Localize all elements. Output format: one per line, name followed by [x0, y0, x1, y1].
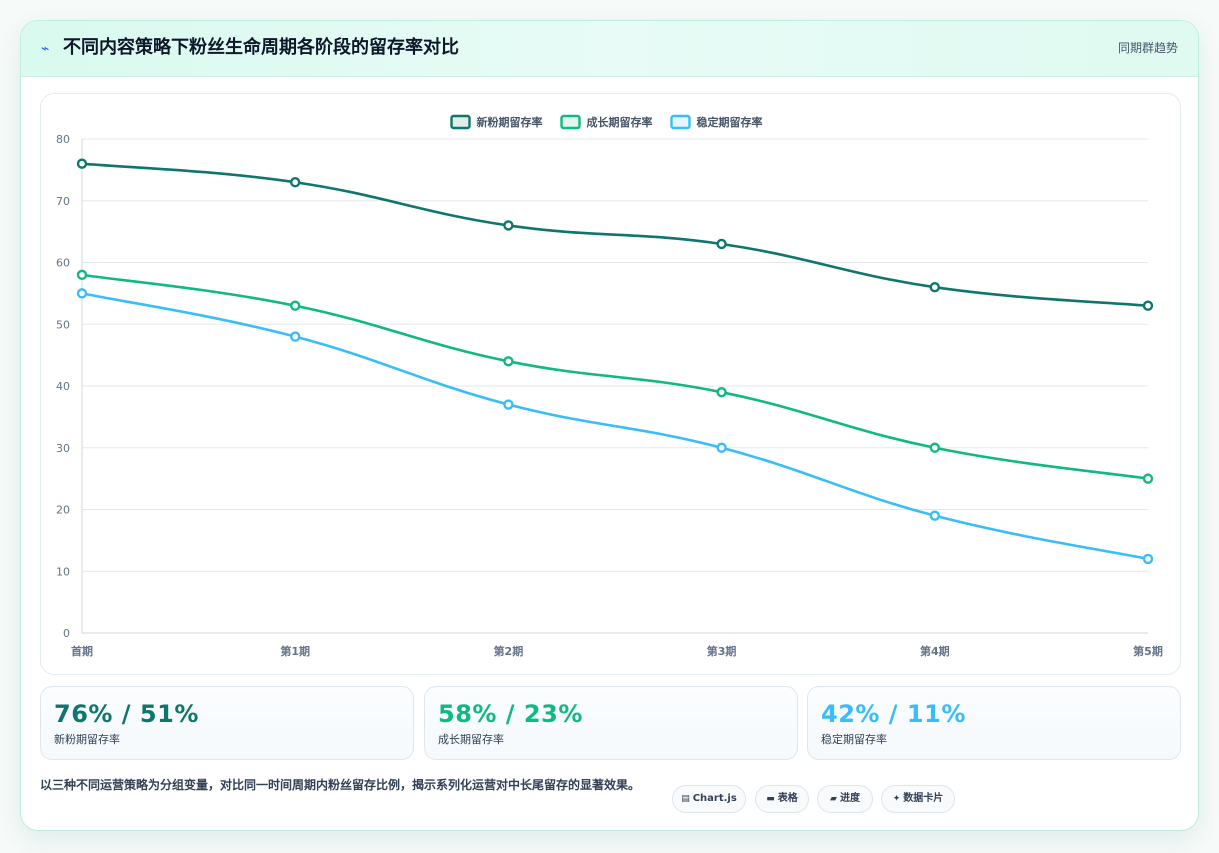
- y-tick-label: 10: [56, 565, 70, 578]
- series-line: [80, 273, 1150, 480]
- chart-description: 以三种不同运营策略为分组变量，对比同一时间周期内粉丝留存比例，揭示系列化运营对中…: [40, 778, 641, 792]
- data-point: [289, 177, 301, 188]
- chip-chartjs[interactable]: ▤ Chart.js: [672, 785, 746, 813]
- y-tick-label: 60: [56, 257, 70, 270]
- page-title: 不同内容策略下粉丝生命周期各阶段的留存率对比: [63, 37, 459, 58]
- table-icon: ▬: [766, 794, 775, 804]
- chip-table[interactable]: ▬ 表格: [755, 785, 809, 813]
- x-tick-label: 第1期: [280, 644, 310, 658]
- stat-cards: 76% / 51% 新粉期留存率 58% / 23% 成长期留存率 42% / …: [40, 686, 1181, 760]
- x-tick-label: 第4期: [920, 644, 950, 658]
- chart-icon: ▤: [681, 794, 690, 804]
- data-point: [929, 281, 940, 293]
- data-point: [716, 386, 727, 398]
- chip-label: 进度: [839, 793, 860, 804]
- y-tick-label: 40: [56, 380, 70, 393]
- data-point: [503, 220, 514, 231]
- series-line: [80, 162, 1150, 308]
- stat-card-growth: 58% / 23% 成长期留存率: [424, 686, 798, 760]
- data-point: [929, 442, 940, 453]
- data-point: [503, 356, 514, 367]
- stat-value: 42% / 11%: [821, 700, 966, 728]
- legend-swatch: [450, 114, 471, 130]
- data-point: [76, 158, 88, 169]
- y-tick-label: 30: [56, 442, 70, 455]
- data-point: [716, 442, 727, 453]
- chip-data-card[interactable]: ✦ 数据卡片: [881, 785, 955, 813]
- data-point: [1142, 473, 1154, 484]
- card-header: ⌁ 不同内容策略下粉丝生命周期各阶段的留存率对比 同期群趋势: [21, 21, 1198, 77]
- y-tick-label: 50: [56, 318, 70, 331]
- chart-card: ⌁ 不同内容策略下粉丝生命周期各阶段的留存率对比 同期群趋势 0 10 20 30 40…: [20, 20, 1199, 831]
- legend-swatch: [670, 114, 691, 130]
- legend-label: 成长期留存率: [587, 115, 653, 129]
- y-tick-label: 70: [56, 195, 70, 208]
- line-chart: 0 10 20 30 40 50 60 70 80 首期 第1期 第2期 第3期 第4期 第5期 新粉期留存率…: [56, 114, 1163, 658]
- chip-label: 数据卡片: [903, 793, 944, 804]
- legend-label: 新粉期留存率: [477, 115, 543, 129]
- data-point: [1142, 300, 1154, 311]
- chip-label: Chart.js: [692, 793, 737, 804]
- sparkle-icon: ✦: [892, 794, 901, 804]
- chip-label: 表格: [777, 793, 798, 804]
- data-point: [1142, 553, 1154, 565]
- x-tick-label: 第2期: [494, 644, 524, 658]
- data-point: [289, 300, 301, 311]
- chip-progress[interactable]: ▰ 进度: [817, 785, 873, 813]
- stat-value: 58% / 23%: [438, 700, 583, 728]
- stat-label: 新粉期留存率: [54, 733, 120, 746]
- cohort-trend-label: 同期群趋势: [1117, 41, 1178, 55]
- line-chart-panel: 0 10 20 30 40 50 60 70 80 首期 第1期 第2期 第3期 第4期 第5期 新粉期留存率…: [40, 93, 1181, 675]
- x-tick-label: 第5期: [1133, 644, 1163, 658]
- y-tick-label: 20: [56, 504, 70, 517]
- series-line: [80, 292, 1150, 561]
- data-point: [929, 510, 940, 521]
- stat-label: 稳定期留存率: [821, 733, 887, 746]
- data-point: [289, 331, 301, 342]
- progress-icon: ▰: [830, 794, 837, 804]
- data-point: [76, 269, 88, 281]
- x-tick-label: 首期: [71, 644, 93, 658]
- chart-icon: ⌁: [41, 41, 50, 57]
- stat-card-stable: 42% / 11% 稳定期留存率: [807, 686, 1181, 760]
- data-point: [503, 399, 514, 410]
- stat-card-new-fans: 76% / 51% 新粉期留存率: [40, 686, 414, 760]
- data-point: [716, 238, 727, 250]
- data-point: [76, 288, 88, 299]
- stat-value: 76% / 51%: [54, 700, 199, 728]
- x-tick-label: 第3期: [707, 644, 737, 658]
- y-tick-label: 0: [63, 627, 70, 640]
- legend-swatch: [560, 114, 581, 130]
- stat-label: 成长期留存率: [438, 733, 504, 746]
- legend-label: 稳定期留存率: [697, 115, 763, 129]
- y-tick-label: 80: [56, 133, 70, 146]
